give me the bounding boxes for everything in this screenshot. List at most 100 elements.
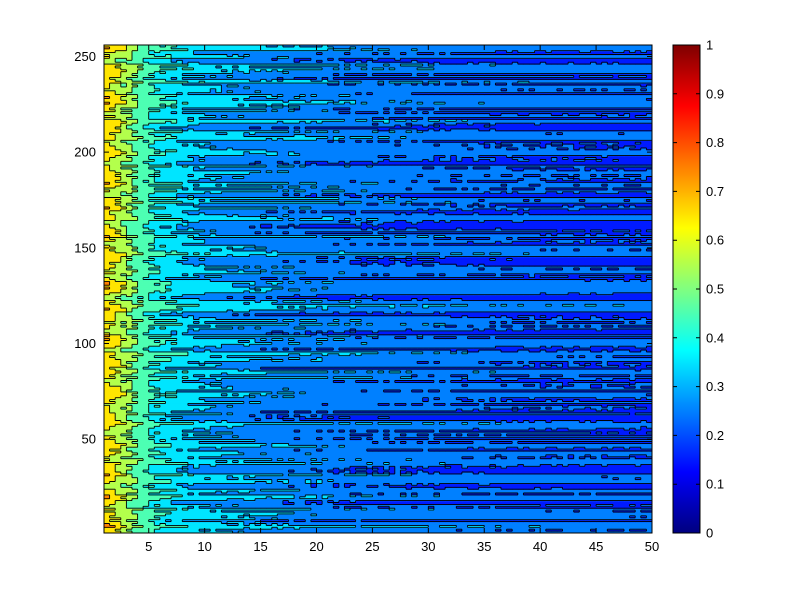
heatmap-cell (517, 504, 524, 507)
heatmap-cell (618, 479, 625, 483)
heatmap-cell (159, 477, 167, 481)
heatmap-cell (562, 481, 569, 485)
heatmap-cell (579, 515, 586, 519)
heatmap-cell (154, 508, 161, 511)
heatmap-cell (540, 470, 547, 473)
heatmap-cell (104, 502, 111, 506)
heatmap-cell (378, 483, 385, 486)
heatmap-cell (143, 523, 150, 526)
heatmap-cell (361, 515, 368, 519)
heatmap-cell (316, 525, 323, 528)
heatmap-cell (640, 500, 648, 504)
heatmap-cell (562, 529, 569, 532)
heatmap-cell (378, 492, 385, 496)
heatmap-cell (501, 506, 508, 509)
heatmap-cell (596, 483, 603, 486)
heatmap-cell (372, 470, 379, 473)
heatmap-cell (545, 485, 552, 488)
heatmap-cell (221, 468, 228, 471)
heatmap-cell (204, 525, 211, 528)
heatmap-cell (221, 531, 228, 533)
heatmap-cell (104, 491, 111, 494)
heatmap-cell (411, 496, 418, 500)
heatmap-cell (288, 523, 295, 526)
heatmap-cell (635, 523, 642, 526)
heatmap-cell (282, 512, 290, 515)
heatmap-cell (176, 502, 183, 506)
heatmap-cell (193, 523, 200, 526)
heatmap-cell (640, 515, 648, 519)
heatmap-cell (115, 519, 122, 523)
heatmap-cell (232, 491, 239, 494)
heatmap-cell (556, 475, 564, 479)
heatmap-cell (646, 496, 652, 500)
heatmap-cell (629, 491, 636, 494)
heatmap-cell (254, 487, 262, 490)
heatmap-cell (629, 525, 636, 528)
heatmap-cell (478, 487, 485, 490)
heatmap-cell (467, 481, 474, 485)
heatmap-cell (456, 508, 463, 511)
heatmap-cell (305, 475, 312, 479)
heatmap-cell (422, 521, 429, 525)
heatmap-cell (338, 472, 346, 475)
heatmap-cell (305, 494, 312, 498)
heatmap-cell (383, 468, 390, 471)
heatmap-cell (551, 473, 558, 477)
heatmap-cell (193, 475, 200, 479)
heatmap-cell (445, 531, 452, 533)
heatmap-cell (618, 529, 625, 532)
heatmap-cell (439, 506, 446, 509)
heatmap-cell (461, 504, 469, 507)
heatmap-cell (439, 521, 446, 525)
heatmap-cell (120, 479, 127, 483)
heatmap-cell (601, 491, 608, 494)
heatmap-cell (148, 500, 155, 504)
heatmap-cell (120, 517, 127, 521)
heatmap-cell (389, 531, 396, 533)
heatmap-cell (579, 527, 586, 530)
heatmap-cell (467, 470, 474, 473)
heatmap-cell (143, 496, 150, 500)
heatmap-cell (249, 496, 256, 500)
heatmap-cell (506, 491, 513, 494)
heatmap-cell (232, 473, 239, 477)
heatmap-cell (322, 477, 329, 481)
heatmap-cell (512, 485, 519, 488)
heatmap-cell (350, 487, 357, 490)
heatmap-cell (612, 479, 620, 483)
heatmap-cell (277, 521, 284, 525)
heatmap-cell (640, 470, 648, 473)
heatmap-cell (104, 500, 111, 504)
heatmap-cell (573, 508, 580, 511)
heatmap-cell (478, 527, 485, 530)
heatmap-cell (165, 494, 172, 498)
heatmap-cell (417, 475, 424, 479)
heatmap-cell (624, 519, 631, 523)
heatmap-cell (612, 477, 620, 481)
heatmap-cell (372, 492, 379, 496)
heatmap-cell (450, 492, 457, 496)
heatmap-cell (445, 521, 452, 525)
heatmap-cell (243, 506, 250, 509)
heatmap-cell (523, 531, 530, 533)
heatmap-cell (159, 472, 167, 475)
heatmap-cell (232, 523, 239, 526)
heatmap-cell (573, 470, 580, 473)
heatmap-cell (584, 472, 592, 475)
heatmap-cell (417, 492, 424, 496)
heatmap-cell (417, 517, 424, 521)
heatmap-cell (266, 510, 273, 513)
heatmap-cell (528, 481, 536, 485)
heatmap-cell (624, 494, 631, 498)
heatmap-cell (540, 517, 547, 521)
heatmap-cell (294, 485, 301, 488)
heatmap-cell (607, 496, 614, 500)
heatmap-cell (579, 529, 586, 532)
heatmap-cell (579, 468, 586, 471)
heatmap-cell (405, 470, 413, 473)
heatmap-cell (143, 521, 150, 525)
heatmap-cell (109, 500, 116, 504)
heatmap-cell (316, 472, 323, 475)
heatmap-cell (305, 496, 312, 500)
